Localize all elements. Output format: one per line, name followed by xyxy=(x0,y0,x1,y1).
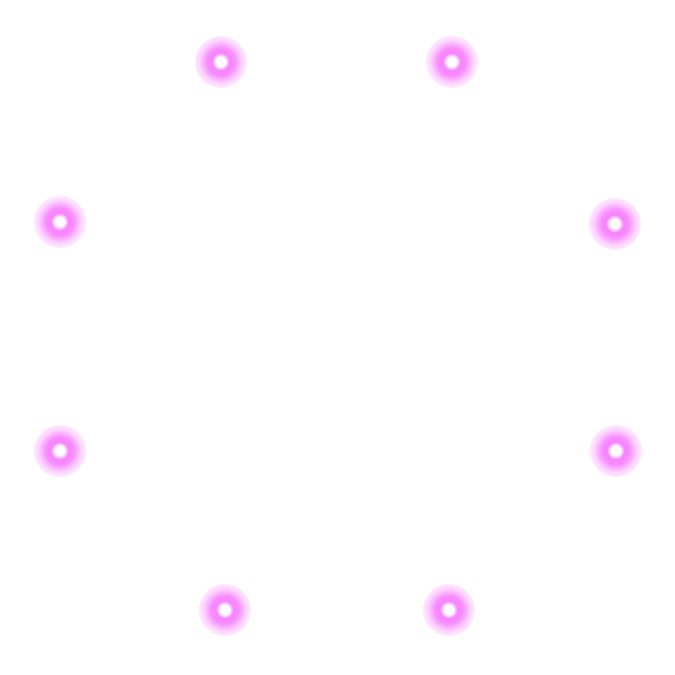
glow-dot-top-right xyxy=(426,36,478,88)
glow-dot-bottom-right xyxy=(423,584,475,636)
glow-dot-lower-right xyxy=(590,425,642,477)
glow-dot-upper-left xyxy=(34,196,86,248)
glow-dot-top-left xyxy=(195,36,247,88)
glow-dot-upper-right xyxy=(589,198,641,250)
glow-dot-bottom-left xyxy=(199,584,251,636)
glow-dot-lower-left xyxy=(34,425,86,477)
